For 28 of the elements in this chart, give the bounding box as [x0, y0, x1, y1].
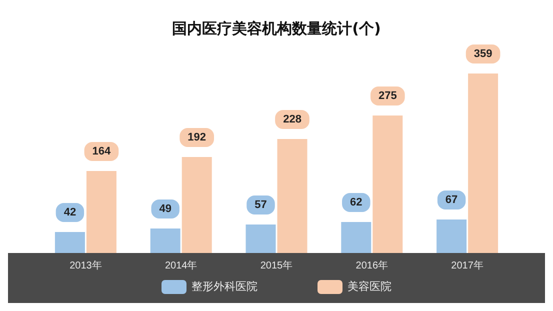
x-tick-label: 2016年 [356, 260, 388, 272]
data-label: 228 [283, 114, 302, 126]
bar [86, 171, 116, 253]
data-label: 49 [159, 203, 172, 215]
x-tick-label: 2015年 [260, 260, 293, 272]
bar [182, 157, 212, 253]
data-label: 359 [474, 48, 492, 60]
data-label: 57 [254, 199, 267, 211]
bar [277, 139, 308, 253]
data-label: 192 [188, 132, 206, 144]
bar [468, 74, 498, 253]
x-tick-label: 2017年 [451, 260, 484, 272]
data-label: 275 [378, 90, 397, 102]
data-label: 62 [350, 196, 362, 208]
data-label: 67 [445, 194, 458, 206]
bar [372, 116, 403, 253]
bar [436, 220, 467, 253]
bar [150, 228, 180, 253]
chart-title: 国内医疗美容机构数量统计(个) [172, 20, 381, 38]
bar [246, 224, 276, 253]
bar [341, 222, 372, 253]
legend-label: 整形外科医院 [192, 280, 258, 293]
x-tick-label: 2013年 [70, 260, 102, 272]
data-label: 164 [92, 146, 112, 158]
legend-label: 美容医院 [348, 280, 392, 293]
bar [54, 232, 85, 253]
x-tick-label: 2014年 [164, 260, 198, 272]
data-label: 42 [64, 206, 76, 218]
